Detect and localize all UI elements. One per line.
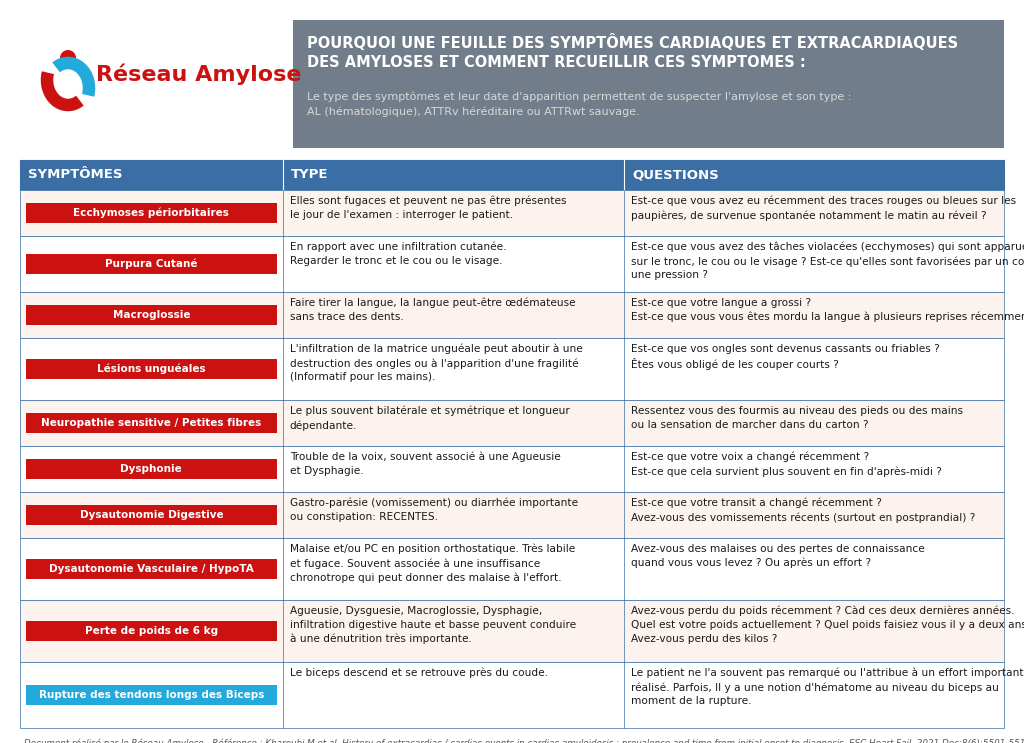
Bar: [26, 203, 276, 223]
Bar: [26, 459, 276, 479]
Bar: [293, 20, 1004, 148]
Bar: [26, 505, 276, 525]
Text: Lésions unguéales: Lésions unguéales: [97, 364, 206, 374]
Bar: [26, 359, 276, 379]
Text: Gastro-parésie (vomissement) ou diarrhée importante
ou constipation: RECENTES.: Gastro-parésie (vomissement) ou diarrhée…: [290, 498, 578, 522]
Text: TYPE: TYPE: [291, 169, 329, 181]
Text: Ecchymoses périorbitaires: Ecchymoses périorbitaires: [74, 208, 229, 218]
Text: Est-ce que vous avez des tâches violacées (ecchymoses) qui sont apparues
sur le : Est-ce que vous avez des tâches violacée…: [631, 242, 1024, 280]
Text: Dysautonomie Vasculaire / HypoTA: Dysautonomie Vasculaire / HypoTA: [49, 564, 254, 574]
Bar: [20, 662, 1004, 728]
Text: Macroglossie: Macroglossie: [113, 310, 190, 320]
Bar: [26, 559, 276, 579]
Text: Purpura Cutané: Purpura Cutané: [105, 259, 198, 269]
Text: Neuropathie sensitive / Petites fibres: Neuropathie sensitive / Petites fibres: [41, 418, 261, 428]
Text: Ressentez vous des fourmis au niveau des pieds ou des mains
ou la sensation de m: Ressentez vous des fourmis au niveau des…: [631, 406, 964, 429]
Text: Elles sont fugaces et peuvent ne pas être présentes
le jour de l'examen : interr: Elles sont fugaces et peuvent ne pas êtr…: [290, 196, 566, 220]
Text: Est-ce que votre transit a changé récemment ?
Avez-vous des vomissements récents: Est-ce que votre transit a changé récemm…: [631, 498, 976, 523]
Text: Le biceps descend et se retrouve près du coude.: Le biceps descend et se retrouve près du…: [290, 668, 548, 678]
Bar: [20, 236, 1004, 292]
Bar: [20, 446, 1004, 492]
Bar: [20, 538, 1004, 600]
Text: Avez-vous des malaises ou des pertes de connaissance
quand vous vous levez ? Ou : Avez-vous des malaises ou des pertes de …: [631, 544, 925, 568]
Text: Dysautonomie Digestive: Dysautonomie Digestive: [80, 510, 223, 520]
Text: Document réalisé par le Réseau Amylose - Référence : Kharoubi M et al, History o: Document réalisé par le Réseau Amylose -…: [24, 738, 1024, 743]
Text: SYMPTÔMES: SYMPTÔMES: [28, 169, 123, 181]
Text: Rupture des tendons longs des Biceps: Rupture des tendons longs des Biceps: [39, 690, 264, 700]
Bar: [20, 190, 1004, 236]
Text: Dysphonie: Dysphonie: [121, 464, 182, 474]
Text: Réseau Amylose: Réseau Amylose: [96, 63, 301, 85]
Bar: [20, 600, 1004, 662]
Bar: [20, 400, 1004, 446]
Text: En rapport avec une infiltration cutanée.
Regarder le tronc et le cou ou le visa: En rapport avec une infiltration cutanée…: [290, 242, 506, 266]
Bar: [26, 685, 276, 705]
Bar: [20, 160, 1004, 190]
Bar: [26, 621, 276, 641]
Bar: [26, 305, 276, 325]
Text: L'infiltration de la matrice unguéale peut aboutir à une
destruction des ongles : L'infiltration de la matrice unguéale pe…: [290, 344, 583, 383]
Bar: [20, 492, 1004, 538]
Text: Est-ce que votre langue a grossi ?
Est-ce que vous vous êtes mordu la langue à p: Est-ce que votre langue a grossi ? Est-c…: [631, 298, 1024, 322]
Text: Le type des symptômes et leur date d'apparition permettent de suspecter l'amylos: Le type des symptômes et leur date d'app…: [307, 92, 851, 117]
Text: Avez-vous perdu du poids récemment ? Càd ces deux dernières années.
Quel est vot: Avez-vous perdu du poids récemment ? Càd…: [631, 606, 1024, 643]
Bar: [20, 338, 1004, 400]
Text: Le plus souvent bilatérale et symétrique et longueur
dépendante.: Le plus souvent bilatérale et symétrique…: [290, 406, 569, 431]
Text: Agueusie, Dysguesie, Macroglossie, Dysphagie,
infiltration digestive haute et ba: Agueusie, Dysguesie, Macroglossie, Dysph…: [290, 606, 575, 644]
Text: Est-ce que vous avez eu récemment des traces rouges ou bleues sur les
paupières,: Est-ce que vous avez eu récemment des tr…: [631, 196, 1016, 221]
Text: Trouble de la voix, souvent associé à une Agueusie
et Dysphagie.: Trouble de la voix, souvent associé à un…: [290, 452, 560, 476]
Bar: [26, 254, 276, 274]
Text: Malaise et/ou PC en position orthostatique. Très labile
et fugace. Souvent assoc: Malaise et/ou PC en position orthostatiq…: [290, 544, 575, 583]
Text: POURQUOI UNE FEUILLE DES SYMPTÔMES CARDIAQUES ET EXTRACARDIAQUES
DES AMYLOSES ET: POURQUOI UNE FEUILLE DES SYMPTÔMES CARDI…: [307, 34, 958, 70]
Text: Le patient ne l'a souvent pas remarqué ou l'attribue à un effort important
réali: Le patient ne l'a souvent pas remarqué o…: [631, 668, 1024, 707]
Text: Faire tirer la langue, la langue peut-être œdémateuse
sans trace des dents.: Faire tirer la langue, la langue peut-êt…: [290, 298, 575, 322]
Circle shape: [60, 50, 76, 66]
Bar: [20, 292, 1004, 338]
Text: QUESTIONS: QUESTIONS: [632, 169, 719, 181]
Text: Est-ce que vos ongles sont devenus cassants ou friables ?
Êtes vous obligé de le: Est-ce que vos ongles sont devenus cassa…: [631, 344, 940, 371]
Text: Perte de poids de 6 kg: Perte de poids de 6 kg: [85, 626, 218, 636]
Bar: [26, 413, 276, 433]
Text: Est-ce que votre voix a changé récemment ?
Est-ce que cela survient plus souvent: Est-ce que votre voix a changé récemment…: [631, 452, 942, 477]
